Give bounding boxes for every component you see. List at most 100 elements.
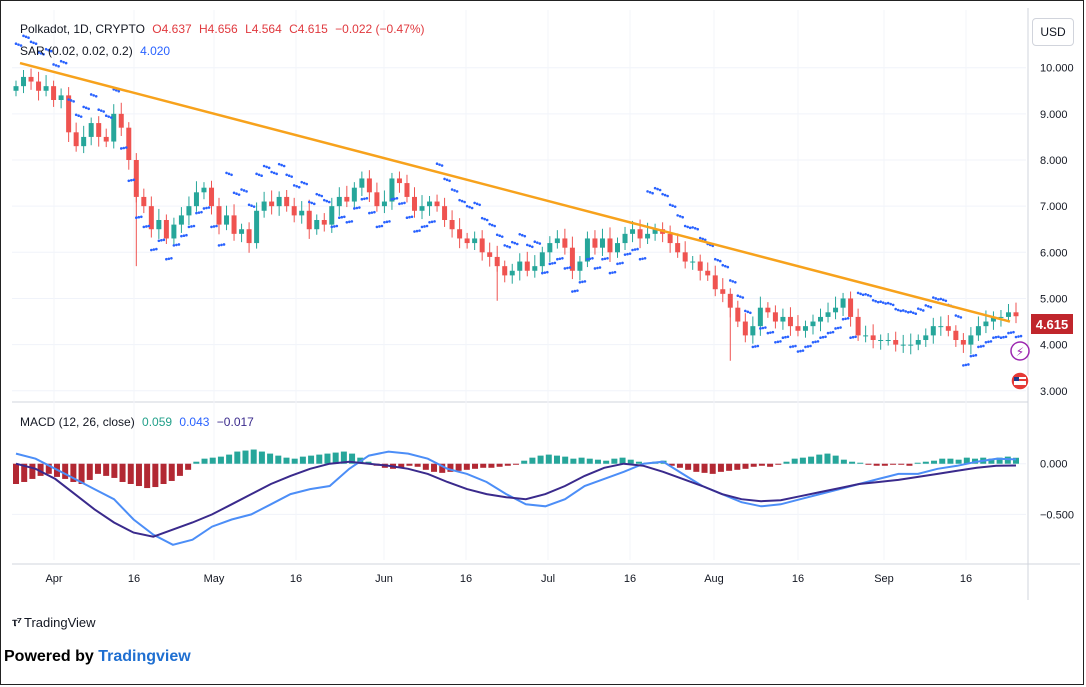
macd-histogram-bar (504, 463, 511, 466)
sar-dot (799, 349, 802, 353)
candle-body (509, 270, 515, 276)
sar-dot (916, 307, 920, 310)
macd-histogram-bar (799, 457, 806, 464)
sar-dot (500, 235, 504, 238)
macd-legend[interactable]: MACD (12, 26, close) 0.059 0.043 −0.017 (20, 415, 258, 429)
sar-dot (533, 240, 537, 243)
symbol-label[interactable]: Polkadot, 1D, CRYPTO (20, 22, 145, 36)
candle-body (690, 261, 696, 263)
sar-dot (267, 166, 271, 170)
candle-body (795, 326, 801, 331)
sar-dot (713, 257, 717, 261)
sar-dot (438, 163, 441, 166)
macd-histogram-bar (513, 463, 519, 465)
candle-body (584, 238, 590, 262)
sar-dot (1002, 335, 1005, 339)
event-markers[interactable]: ⚡ (1010, 341, 1030, 391)
macd-histogram-bar (594, 459, 601, 464)
price-axis[interactable]: 10.000 9.000 8.000 7.000 6.000 5.000 4.000 3.00… (1040, 63, 1074, 398)
sar-dot (626, 252, 629, 256)
sar-dot (909, 310, 913, 314)
macd-histogram-bar (439, 463, 446, 473)
tradingview-logo[interactable]: ⲧ⁷ TradingView (12, 614, 96, 630)
sar-dot (571, 290, 574, 293)
sar-dot (49, 49, 53, 53)
sar-dot (488, 222, 491, 226)
sar-dot (1017, 335, 1020, 338)
macd-axis[interactable]: 0.000 −0.500 (1040, 459, 1074, 522)
sar-dot (403, 201, 406, 205)
sar-dot (829, 331, 832, 334)
sar-dot (929, 305, 933, 309)
macd-histogram-bar (422, 463, 429, 470)
sar-dot (32, 41, 35, 45)
sar-dot (455, 190, 459, 193)
sar-dot (836, 326, 840, 330)
currency-button[interactable]: USD (1032, 18, 1074, 46)
sar-dot (478, 203, 481, 207)
sar-dot (408, 215, 411, 219)
candle-body (88, 123, 94, 137)
sar-label: SAR (0.02, 0.02, 0.2) (20, 44, 133, 58)
sar-dot (190, 225, 193, 228)
price-tick-label: 5.000 (1040, 293, 1068, 305)
sar-dot (39, 52, 43, 55)
sar-dot (124, 146, 128, 149)
sar-dot (636, 247, 639, 251)
sar-dot (576, 289, 579, 292)
sar-dot (957, 315, 960, 318)
sar-dot (661, 192, 664, 196)
candle-body (201, 187, 207, 193)
sar-dot (109, 116, 113, 119)
sar-dot (561, 257, 564, 260)
sar-dot (197, 211, 201, 214)
sar-dot (418, 229, 421, 232)
candle-body (878, 340, 884, 341)
sar-dot (578, 281, 582, 284)
macd-histogram-bar (414, 463, 421, 467)
trendline[interactable] (19, 61, 1011, 323)
sar-legend[interactable]: SAR (0.02, 0.02, 0.2) 4.020 (20, 44, 174, 58)
candle-body (73, 132, 79, 147)
sar-dot (498, 234, 502, 237)
sar-dot (931, 296, 935, 299)
sar-dot (814, 340, 817, 344)
macd-histogram-bar (890, 463, 897, 465)
sar-dot (315, 192, 319, 196)
sar-dot (520, 233, 524, 237)
sar-dot (771, 330, 775, 334)
sar-dot (353, 207, 356, 210)
macd-histogram-bar (209, 457, 216, 464)
sar-dot (510, 240, 514, 244)
sar-dot (307, 200, 311, 204)
macd-histogram-bar (1013, 457, 1019, 464)
macd-histogram-bar (135, 463, 142, 487)
macd-histogram-bar (808, 456, 815, 464)
candle-body (43, 86, 49, 91)
candle-body (321, 220, 327, 225)
time-axis[interactable]: Apr 16 May 16 Jun 16 Jul 16 Aug 16 Sep 16 (45, 573, 972, 585)
sar-dot (92, 94, 95, 97)
candle-body (705, 270, 711, 276)
macd-histogram-bar (668, 463, 675, 466)
sar-dot (593, 267, 597, 270)
macd-histogram-bar (906, 463, 913, 466)
candle-body (908, 344, 914, 346)
macd-histogram-bar (185, 463, 192, 470)
candle-body (216, 206, 222, 225)
sar-dot (566, 266, 569, 270)
sar-dot (155, 247, 158, 251)
macd-histogram-bar (996, 457, 1003, 464)
sar-dot (205, 206, 208, 210)
macd-histogram-bar (62, 463, 69, 479)
macd-histogram-bar (193, 461, 200, 464)
macd-histogram-bar (873, 463, 880, 466)
candle-body (577, 261, 583, 271)
sar-dot (688, 226, 692, 230)
sar-dot (220, 243, 223, 247)
sar-dot (312, 202, 316, 206)
sar-dot (616, 262, 619, 266)
sar-dot (24, 35, 28, 39)
sar-dot (247, 203, 251, 207)
